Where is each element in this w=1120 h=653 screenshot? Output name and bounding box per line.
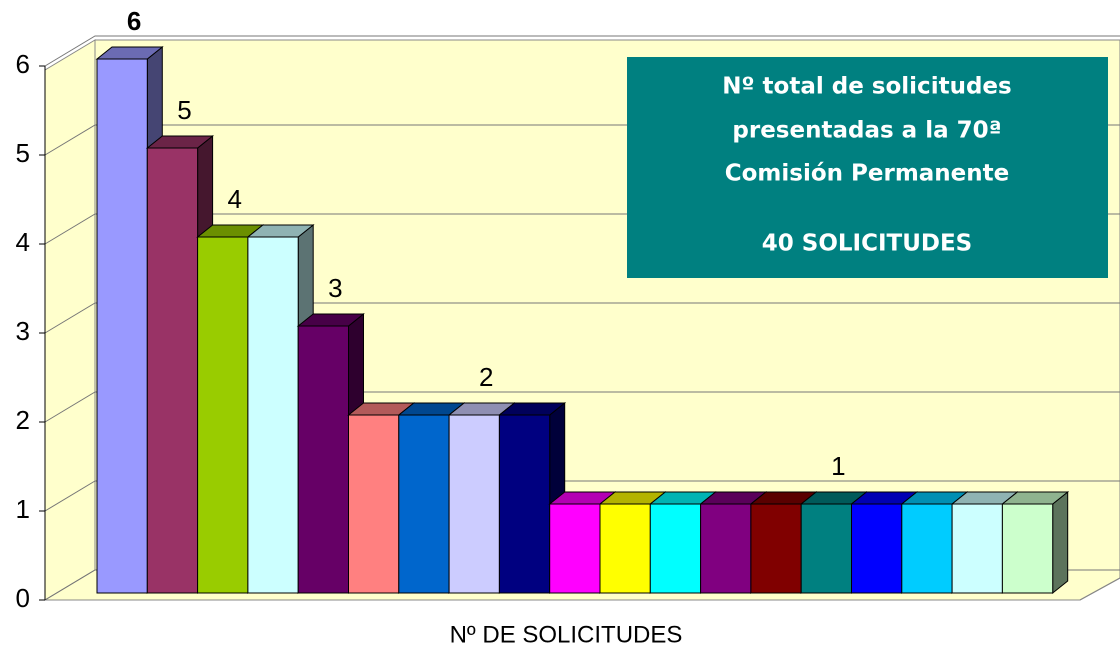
grid-line [44,480,1120,512]
value-label: 3 [328,273,342,303]
bar-side [1052,490,1069,595]
bar [348,414,400,594]
bar [197,236,249,594]
bar [700,503,752,594]
value-label: 6 [127,6,141,36]
bar [1001,503,1054,594]
bar [599,503,651,594]
floor-edge [1079,577,1120,601]
bar [146,147,199,594]
bar [649,503,702,594]
y-tick-label: 1 [16,494,30,524]
bar [448,414,500,594]
left-wall [44,39,96,601]
value-label: 2 [479,362,493,392]
y-tick-label: 2 [16,405,30,435]
bar [398,414,450,594]
bar [498,414,551,594]
bar [297,325,350,594]
bar [549,503,601,594]
y-tick-label: 6 [16,49,30,79]
y-tick-label: 5 [16,138,30,168]
bar [247,236,299,594]
bar [901,503,953,594]
grid-line [44,391,1120,423]
note-total: 40 SOLICITUDES [762,231,973,257]
value-label: 1 [831,451,845,481]
x-axis-label: Nº DE SOLICITUDES [450,621,683,648]
note-line: Nº total de solicitudes [722,74,1011,100]
grid-line [44,35,1120,67]
bar [96,58,148,594]
bar [800,503,853,594]
y-tick-label: 3 [16,316,30,346]
note-line: Comisión Permanente [725,161,1010,187]
bar [750,503,802,594]
grid-line [44,302,1120,334]
y-tick-label: 4 [16,227,30,257]
bar [851,503,903,594]
bar [951,503,1003,594]
value-label: 5 [177,95,191,125]
note-box [627,57,1108,278]
y-tick-label: 0 [16,583,30,613]
note-line: presentadas a la 70ª [732,118,1001,144]
value-label: 4 [228,184,242,214]
